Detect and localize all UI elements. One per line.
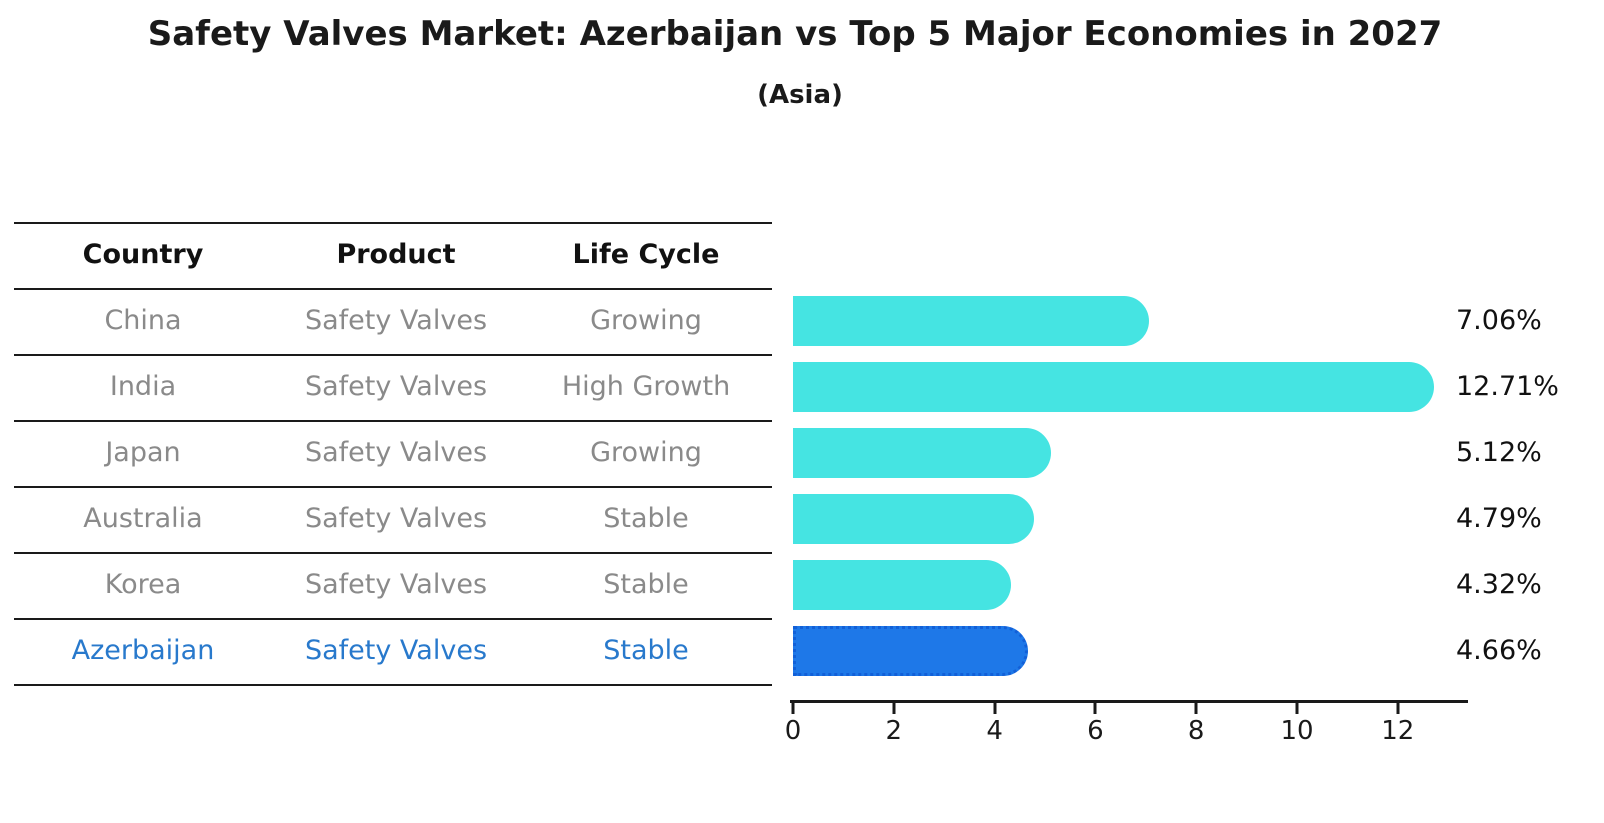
- table-line: [14, 618, 772, 620]
- cell-product: Safety Valves: [304, 305, 488, 336]
- x-axis-line: [790, 700, 1468, 703]
- bar-india: [793, 362, 1434, 412]
- table-row: India Safety Valves High Growth: [14, 370, 772, 404]
- value-label: 4.66%: [1456, 635, 1542, 666]
- x-tick-mark: [791, 703, 795, 714]
- cell-life-cycle: Stable: [603, 503, 689, 534]
- bar-china: [793, 296, 1149, 346]
- table-line: [14, 420, 772, 422]
- cell-life-cycle: High Growth: [561, 371, 731, 402]
- cell-life-cycle: Growing: [590, 305, 702, 336]
- value-label: 12.71%: [1456, 371, 1559, 402]
- table-row: Japan Safety Valves Growing: [14, 436, 772, 470]
- table-line: [14, 684, 772, 686]
- bar-azerbaijan: [793, 626, 1028, 676]
- cell-country: Azerbaijan: [71, 635, 215, 666]
- bar-japan: [793, 428, 1051, 478]
- table-line: [14, 552, 772, 554]
- x-tick-label: 8: [1187, 716, 1205, 746]
- cell-country: China: [104, 305, 182, 336]
- bar-korea: [793, 560, 1011, 610]
- chart-subtitle: (Asia): [757, 80, 843, 110]
- cell-country: Korea: [104, 569, 182, 600]
- table-line: [14, 288, 772, 290]
- column-header-country: Country: [82, 239, 204, 270]
- column-header-life-cycle: Life Cycle: [572, 239, 720, 270]
- column-header-product: Product: [336, 239, 456, 270]
- cell-country: Japan: [105, 437, 181, 468]
- table-row: Korea Safety Valves Stable: [14, 568, 772, 602]
- bar-australia: [793, 494, 1034, 544]
- chart-title: Safety Valves Market: Azerbaijan vs Top …: [147, 14, 1443, 54]
- x-tick-mark: [1093, 703, 1097, 714]
- value-label: 4.32%: [1456, 569, 1542, 600]
- table-row: Australia Safety Valves Stable: [14, 502, 772, 536]
- x-tick-label: 6: [1087, 716, 1104, 746]
- value-label: 7.06%: [1456, 305, 1542, 336]
- x-tick-label: 4: [986, 716, 1003, 746]
- value-label: 5.12%: [1456, 437, 1542, 468]
- table-row-azerbaijan: Azerbaijan Safety Valves Stable: [14, 634, 772, 668]
- table-line: [14, 222, 772, 224]
- table-header-row: Country Product Life Cycle: [14, 238, 772, 272]
- x-tick-label: 2: [885, 716, 903, 746]
- table-row: China Safety Valves Growing: [14, 304, 772, 338]
- x-tick-mark: [993, 703, 997, 714]
- x-tick-label: 10: [1280, 716, 1314, 746]
- cell-product: Safety Valves: [304, 371, 488, 402]
- cell-country: Australia: [83, 503, 203, 534]
- x-tick-mark: [1194, 703, 1198, 714]
- cell-product: Safety Valves: [304, 503, 488, 534]
- cell-life-cycle: Stable: [603, 569, 689, 600]
- x-tick-mark: [1295, 703, 1299, 714]
- cell-product: Safety Valves: [304, 437, 488, 468]
- x-tick-mark: [892, 703, 896, 714]
- cell-country: India: [109, 371, 177, 402]
- cell-life-cycle: Stable: [603, 635, 689, 666]
- x-tick-label: 12: [1381, 716, 1415, 746]
- cell-product: Safety Valves: [304, 635, 488, 666]
- x-tick-label: 0: [784, 716, 802, 746]
- cell-product: Safety Valves: [304, 569, 488, 600]
- table-line: [14, 486, 772, 488]
- value-label: 4.79%: [1456, 503, 1542, 534]
- x-tick-mark: [1396, 703, 1400, 714]
- cell-life-cycle: Growing: [590, 437, 702, 468]
- table-line: [14, 354, 772, 356]
